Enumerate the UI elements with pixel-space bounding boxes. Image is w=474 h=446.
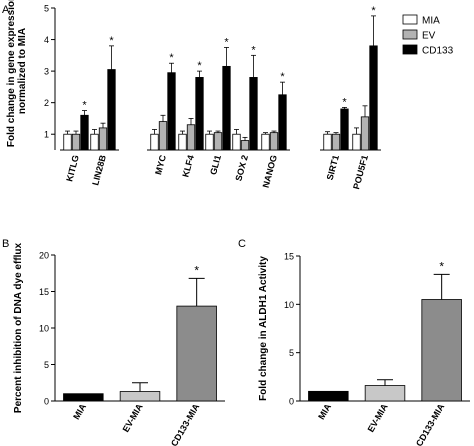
bar-a (352, 133, 361, 151)
bar-a (213, 132, 223, 151)
bar-a (369, 45, 378, 151)
x-tick-label-a: LIN28B (90, 153, 108, 186)
bar-a (205, 133, 214, 151)
significance-marker-c: * (439, 259, 444, 273)
x-tick-label-a: NANOG (261, 154, 279, 189)
bar-a (167, 72, 176, 151)
bar-c (421, 299, 462, 402)
legend-label-a: CD133 (422, 46, 454, 57)
y-tick-label-b: 20 (39, 251, 49, 261)
significance-marker-b: * (194, 263, 199, 277)
x-tick-label-a: KITLG (64, 154, 81, 183)
significance-marker-a: * (224, 36, 229, 48)
y-tick-label-a: 3 (44, 67, 49, 77)
y-tick-label-c: 15 (284, 252, 294, 262)
y-axis-label-a: Fold change in gene expression (6, 0, 17, 147)
panel-label-b: B (2, 238, 9, 250)
legend-swatch-a (402, 14, 418, 25)
significance-marker-a: * (109, 35, 114, 47)
bar-a (178, 133, 187, 151)
y-tick-label-b: 5 (44, 360, 49, 370)
bar-a (261, 133, 270, 151)
bar-a (90, 133, 99, 151)
y-tick-label-a: 2 (44, 98, 49, 108)
y-tick-label-c: 10 (284, 300, 294, 310)
x-tick-label-a: MYC (153, 153, 168, 175)
y-tick-label-a: 4 (44, 35, 49, 45)
x-tick-label-b: CD133-MIA (169, 402, 202, 446)
x-tick-label-b: MIA (71, 402, 88, 422)
significance-marker-a: * (371, 5, 376, 17)
x-tick-label-c: CD133-MIA (414, 402, 447, 446)
panel-label-a: A (2, 4, 10, 16)
y-axis-label-b: Percent inhibition of DNA dye efflux (13, 242, 24, 413)
bar-a (249, 77, 258, 151)
significance-marker-a: * (251, 44, 256, 56)
bar-b (119, 391, 161, 402)
legend-swatch-a (402, 44, 418, 55)
y-axis-label-c: Fold change in ALDH1 Activity (258, 256, 269, 401)
significance-marker-a: * (342, 96, 347, 108)
bar-a (323, 133, 332, 151)
panel-b-chart: 0 5 10 15 20 Percent inhibition of DNA dye ef… (13, 242, 225, 446)
bar-a (232, 133, 241, 151)
bar-c (364, 385, 406, 402)
x-tick-label-c: EV-MIA (366, 402, 390, 434)
y-tick-label-b: 15 (39, 287, 49, 297)
bar-a (150, 133, 159, 151)
y-tick-label-a: 5 (44, 4, 49, 14)
bar-b (63, 393, 104, 402)
significance-marker-a: * (82, 100, 87, 112)
y-tick-label-b: 0 (44, 397, 49, 407)
y-tick-label-c: 0 (289, 397, 294, 407)
bar-a (340, 108, 349, 151)
x-tick-label-a: KLF4 (180, 154, 195, 178)
bar-a (158, 121, 168, 151)
y-tick-label-a: 1 (44, 130, 49, 140)
significance-marker-a: * (169, 52, 174, 64)
x-tick-label-b: EV-MIA (121, 402, 145, 434)
bar-a (331, 133, 341, 151)
x-tick-label-c: MIA (316, 402, 333, 422)
bar-a (195, 77, 204, 151)
bar-a (107, 69, 116, 151)
bar-a (360, 116, 370, 151)
x-tick-label-a: SIRT1 (325, 154, 341, 181)
panel-c-chart: 0 5 10 15 Fold change in ALDH1 Activity MIA EV… (258, 252, 470, 446)
bar-b (176, 305, 217, 402)
bar-a (222, 65, 231, 151)
y-tick-label-c: 5 (289, 348, 294, 358)
bar-a (269, 132, 279, 151)
bar-a (71, 133, 81, 151)
bar-c (308, 390, 349, 402)
panel-a-chart: 1 2 3 4 5 Fold change in gene expression norma… (6, 0, 454, 190)
legend-label-a: MIA (422, 16, 440, 27)
bar-a (240, 140, 250, 151)
bar-a (278, 94, 287, 151)
significance-marker-a: * (197, 60, 202, 72)
x-tick-label-a: GLI1 (208, 154, 223, 176)
bar-a (186, 124, 196, 151)
legend-label-a: EV (422, 31, 436, 42)
x-tick-label-a: SOX 2 (233, 154, 250, 182)
bar-a (80, 114, 89, 151)
bar-a (98, 127, 108, 151)
y-axis-label-a: normalized to MIA (17, 28, 28, 114)
legend-swatch-a (402, 29, 418, 40)
panel-label-c: C (238, 238, 246, 250)
y-tick-label-b: 10 (39, 324, 49, 334)
x-tick-label-a: POU5F1 (351, 154, 370, 190)
bar-a (63, 133, 72, 151)
significance-marker-a: * (280, 71, 285, 83)
